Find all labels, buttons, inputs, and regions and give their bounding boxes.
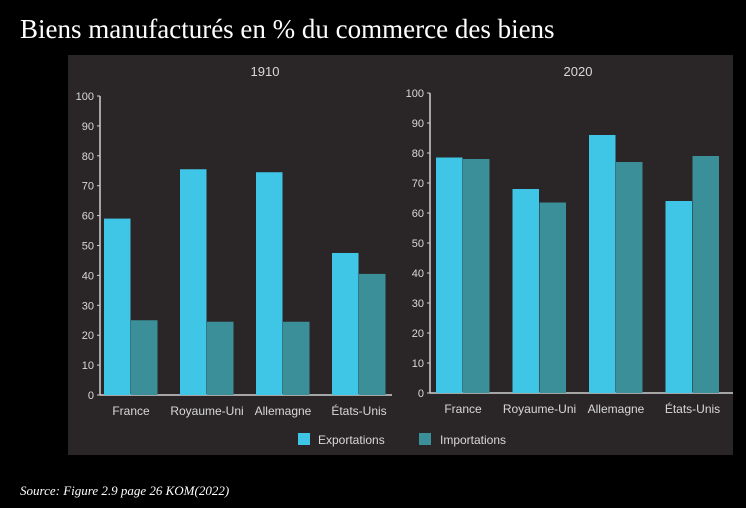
y-tick-label: 70	[82, 181, 94, 193]
x-tick-label: Allemagne	[255, 404, 312, 418]
y-tick-label: 60	[412, 208, 424, 220]
bar-export	[180, 169, 207, 395]
y-tick-label: 40	[412, 268, 424, 280]
source-note: Source: Figure 2.9 page 26 KOM(2022)	[20, 483, 230, 498]
y-tick-label: 10	[412, 358, 424, 370]
bar-import	[207, 321, 234, 395]
y-tick-label: 50	[82, 241, 94, 253]
bar-export	[104, 218, 131, 395]
bar-import	[283, 321, 310, 395]
y-tick-label: 30	[82, 300, 94, 312]
y-tick-label: 70	[412, 178, 424, 190]
y-tick-label: 10	[82, 360, 94, 372]
chart-title: 1910	[251, 64, 280, 79]
y-tick-label: 20	[412, 328, 424, 340]
y-tick-label: 90	[82, 121, 94, 133]
bar-export	[589, 135, 616, 393]
legend-label-export: Exportations	[318, 433, 385, 447]
y-tick-label: 100	[76, 91, 94, 103]
bar-export	[512, 189, 539, 393]
legend-swatch-import	[419, 433, 431, 445]
legend-swatch-export	[298, 433, 310, 445]
chart-title: 2020	[564, 64, 593, 79]
x-tick-label: France	[112, 404, 150, 418]
y-tick-label: 60	[82, 211, 94, 223]
x-tick-label: États-Unis	[665, 401, 720, 416]
bar-export	[665, 201, 692, 393]
y-tick-label: 50	[412, 238, 424, 250]
slide-title: Biens manufacturés en % du commerce des …	[20, 14, 555, 44]
y-tick-label: 0	[88, 390, 94, 402]
y-tick-label: 30	[412, 298, 424, 310]
y-tick-label: 40	[82, 270, 94, 282]
y-tick-label: 20	[82, 330, 94, 342]
y-tick-label: 0	[418, 388, 424, 400]
y-tick-label: 80	[412, 148, 424, 160]
y-tick-label: 80	[82, 151, 94, 163]
chart-1910: 1910 0 10 20 30 40 50 60 70 80 90 100 France Royaume-…	[76, 64, 392, 418]
legend: Exportations Importations	[298, 433, 506, 447]
bar-export	[332, 252, 359, 395]
chart-2020: 2020 0 10 20 30 40 50 60 70 80 90 100 France Royaume-…	[406, 64, 733, 416]
y-tick-label: 100	[406, 88, 424, 100]
bar-import	[692, 156, 719, 393]
x-tick-label: États-Unis	[331, 403, 386, 418]
y-tick-label: 90	[412, 118, 424, 130]
bar-import	[463, 159, 490, 393]
bar-import	[539, 202, 566, 393]
bar-import	[359, 273, 386, 395]
bar-export	[436, 157, 463, 393]
x-tick-label: Royaume-Uni	[503, 402, 576, 416]
bar-export	[256, 172, 283, 395]
x-tick-label: Allemagne	[588, 402, 645, 416]
bar-import	[616, 162, 643, 393]
x-tick-label: France	[444, 402, 482, 416]
bar-import	[131, 320, 158, 395]
legend-label-import: Importations	[440, 433, 506, 447]
x-tick-label: Royaume-Uni	[170, 404, 243, 418]
